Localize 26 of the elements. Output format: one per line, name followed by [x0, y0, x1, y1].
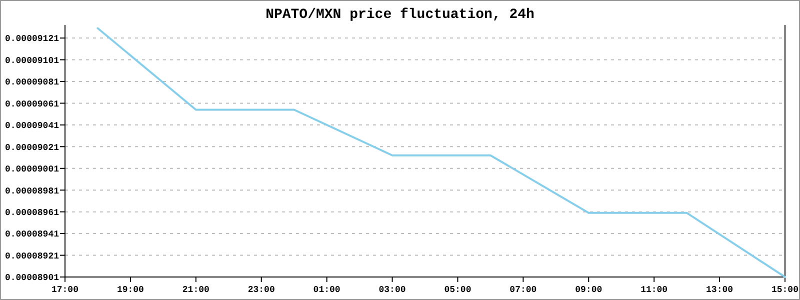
y-tick-label: 0.00008901	[4, 273, 60, 284]
x-tick-label: 15:00	[771, 285, 799, 295]
y-tick-label: 0.00009101	[4, 56, 60, 66]
x-tick-label: 05:00	[444, 285, 472, 295]
y-tick-label: 0.00008981	[4, 186, 60, 196]
x-tick-label: 03:00	[378, 285, 406, 295]
x-tick-label: 13:00	[706, 285, 734, 295]
y-tick-label: 0.00009001	[4, 164, 60, 175]
x-tick-label: 21:00	[182, 285, 210, 295]
y-tick-label: 0.00008921	[4, 251, 60, 262]
x-tick-label: 23:00	[248, 285, 275, 295]
x-tick-label: 09:00	[575, 285, 602, 295]
x-tick-label: 19:00	[116, 285, 144, 295]
x-tick-label: 07:00	[510, 285, 537, 295]
y-tick-label: 0.00009121	[4, 34, 60, 44]
y-tick-label: 0.00009021	[4, 142, 60, 153]
y-tick-label: 0.00008961	[4, 208, 60, 218]
x-tick-label: 11:00	[640, 285, 668, 295]
y-tick-label: 0.00009041	[4, 121, 60, 132]
x-tick-label: 17:00	[51, 285, 79, 295]
chart-title: NPATO/MXN price fluctuation, 24h	[266, 7, 534, 23]
y-tick-label: 0.00009061	[4, 99, 60, 110]
y-tick-label: 0.00009081	[4, 78, 60, 88]
y-tick-label: 0.00008941	[4, 230, 60, 240]
x-tick-label: 01:00	[313, 285, 340, 295]
line-series	[96, 27, 786, 278]
